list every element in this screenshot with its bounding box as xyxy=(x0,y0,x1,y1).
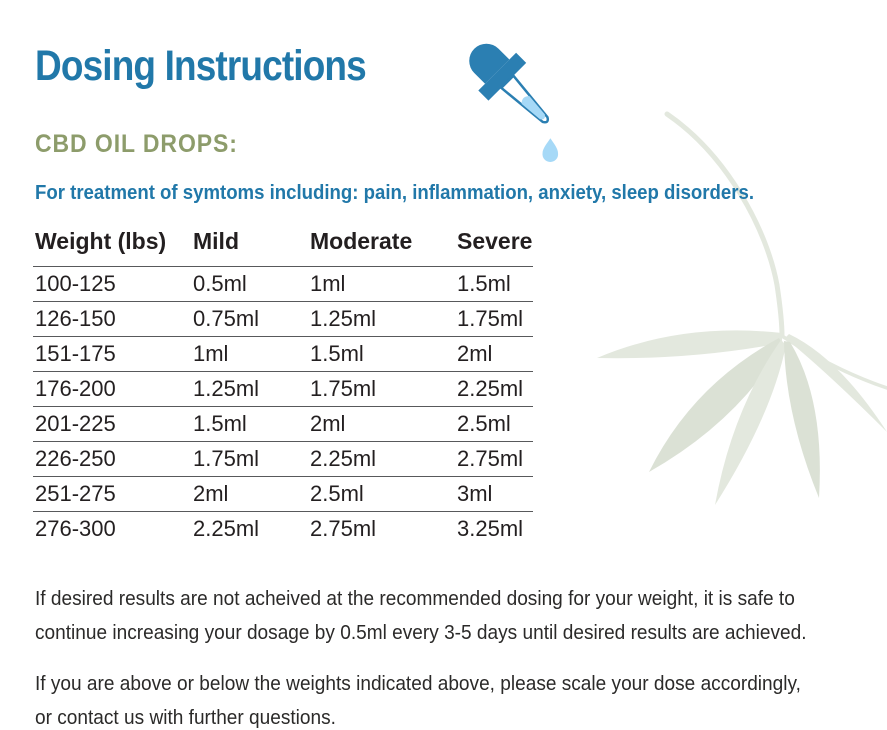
dropper-liquid xyxy=(521,96,546,120)
leaflet xyxy=(597,330,782,359)
table-cell: 1.25ml xyxy=(308,301,455,337)
table-row: 126-150 0.75ml 1.25ml 1.75ml xyxy=(33,301,533,337)
table-cell: 2.5ml xyxy=(455,406,533,442)
table-cell: 2.25ml xyxy=(308,441,455,477)
table-cell: 1.5ml xyxy=(191,406,308,442)
column-header: Mild xyxy=(191,228,308,267)
leaflet xyxy=(649,338,783,472)
dropper-bulb xyxy=(469,43,510,84)
droplet-icon xyxy=(542,138,559,163)
table-row: 226-250 1.75ml 2.25ml 2.75ml xyxy=(33,441,533,477)
table-cell: 2.25ml xyxy=(193,516,260,542)
leaflet xyxy=(715,340,786,505)
table-cell: 126-150 xyxy=(33,301,191,337)
hemp-leaf-decoration xyxy=(597,111,887,505)
note-line: continue increasing your dosage by 0.5ml… xyxy=(35,620,807,644)
note-paragraph: If you are above or below the weights in… xyxy=(35,667,801,730)
note-line: or contact us with further questions. xyxy=(35,705,336,729)
table-row: 276-300 2.25ml 2.75ml 3.25ml xyxy=(33,512,533,547)
table-cell: 100-125 xyxy=(33,266,191,302)
table-header-row: Weight (lbs) Mild Moderate Severe xyxy=(33,228,533,267)
table-row: 176-200 1.25ml 1.75ml 2.25ml xyxy=(33,371,533,407)
leaf-stem xyxy=(664,111,785,339)
table-cell: 3ml xyxy=(455,476,533,512)
column-header: Moderate xyxy=(308,228,455,267)
column-header: Severe xyxy=(455,228,533,267)
column-header: Weight (lbs) xyxy=(33,228,191,267)
table-cell: 1.75ml xyxy=(191,441,308,477)
table-cell: 0.5ml xyxy=(191,266,308,302)
table-cell: 1ml xyxy=(308,266,455,302)
table-cell: 2.25ml xyxy=(455,371,533,407)
table-row: 151-175 1ml 1.5ml 2ml xyxy=(33,336,533,372)
table-cell: 276-300 xyxy=(35,516,116,542)
note-paragraph: If desired results are not acheived at t… xyxy=(35,582,807,650)
note-line: If you are above or below the weights in… xyxy=(35,671,801,695)
table-header-row: Weight (lbs) Mild Moderate Severe xyxy=(33,228,533,267)
treatment-subtitle: For treatment of symtoms including: pain… xyxy=(35,182,754,204)
table-row: 201-225 1.5ml 2ml 2.5ml xyxy=(33,406,533,442)
table-cell: 0.75ml xyxy=(191,301,308,337)
table-cell: 2ml xyxy=(308,406,455,442)
table-cell: 2.75ml xyxy=(310,516,377,542)
table-body: 100-125 0.5ml 1ml 1.5ml 126-150 0.75ml 1.25ml 1… xyxy=(33,266,533,547)
note-line: If desired results are not acheived at t… xyxy=(35,586,795,610)
leaflet xyxy=(785,334,887,432)
table-cell: 1.5ml xyxy=(455,266,533,302)
table-cell: 2.75ml xyxy=(455,441,533,477)
table-row: 100-125 0.5ml 1ml 1.5ml xyxy=(33,266,533,302)
table-cell: 2ml xyxy=(191,476,308,512)
table-cell: 201-225 xyxy=(33,406,191,442)
dosing-table: Weight (lbs) Mild Moderate Severe 100-125 0.… xyxy=(33,228,533,547)
table-cell: 1.25ml xyxy=(191,371,308,407)
table-cell: 1ml xyxy=(191,336,308,372)
leaflet xyxy=(784,341,820,498)
table-cell: 2.5ml xyxy=(308,476,455,512)
dropper-icon xyxy=(469,43,559,163)
page-title: Dosing Instructions xyxy=(35,42,367,90)
table-cell: 1.75ml xyxy=(308,371,455,407)
table-cell: 1.5ml xyxy=(308,336,455,372)
table-cell: 1.75ml xyxy=(455,301,533,337)
table-cell: 151-175 xyxy=(33,336,191,372)
table-cell: 251-275 xyxy=(33,476,191,512)
dropper-collar xyxy=(478,52,527,101)
table-row: 251-275 2ml 2.5ml 3ml xyxy=(33,476,533,512)
table-cell: 3.25ml xyxy=(457,516,524,542)
table-cell: 176-200 xyxy=(33,371,191,407)
table-cell: 2ml xyxy=(455,336,533,372)
section-heading: CBD OIL DROPS: xyxy=(35,130,238,158)
table-cell: 226-250 xyxy=(33,441,191,477)
